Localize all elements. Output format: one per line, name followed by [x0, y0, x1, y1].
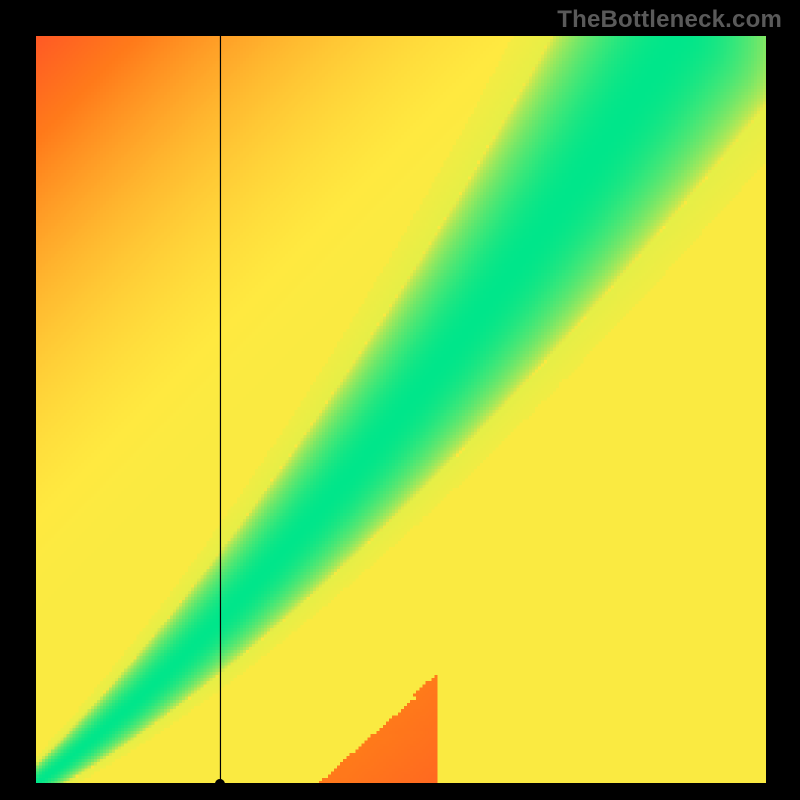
watermark-text: TheBottleneck.com [557, 6, 782, 34]
heatmap-plot-area [36, 36, 766, 784]
figure-container: TheBottleneck.com [0, 0, 800, 800]
crosshair-overlay [36, 36, 766, 784]
